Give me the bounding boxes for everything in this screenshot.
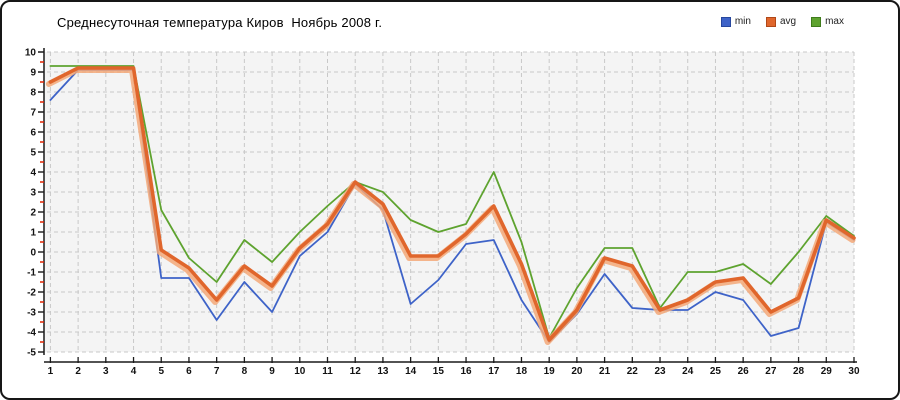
x-tick-label: 10 [294, 366, 306, 377]
legend-item-max: max [811, 16, 844, 27]
x-ticks [49, 357, 855, 363]
x-tick-label: 19 [544, 366, 556, 377]
x-tick-label: 11 [322, 366, 333, 377]
x-tick-label: 21 [599, 366, 611, 377]
series-line-min [49, 69, 855, 343]
x-tick-label: 8 [242, 366, 248, 377]
avg-series-swatch-icon [765, 16, 776, 27]
x-tick-label: 15 [433, 366, 445, 377]
x-tick-label: 29 [821, 366, 833, 377]
x-tick-label: 7 [214, 366, 220, 377]
legend-label-min: min [734, 16, 751, 27]
legend: min avg max [720, 16, 844, 27]
y-tick-label: -3 [27, 308, 36, 319]
series-line-avg [48, 66, 856, 342]
y-tick-label: 7 [30, 108, 36, 119]
x-tick-label: 14 [405, 366, 417, 377]
chart-title: Среднесуточная температура Киров Ноябрь … [57, 15, 383, 30]
y-tick-label: 3 [30, 188, 36, 199]
legend-label-max: max [825, 16, 844, 27]
legend-item-min: min [720, 16, 751, 27]
x-tick-label: 1 [48, 366, 54, 377]
x-tick-label: 23 [654, 366, 666, 377]
x-tick-label: 4 [131, 366, 137, 377]
plot-area [44, 52, 854, 352]
y-tick-label: -4 [27, 328, 36, 339]
min-series-swatch-icon [720, 16, 731, 27]
x-tick-label: 28 [793, 366, 805, 377]
grid-horizontal [47, 51, 854, 353]
x-tick-label: 18 [516, 366, 528, 377]
y-tick-label: -1 [27, 268, 36, 279]
y-tick-label: 10 [25, 48, 37, 59]
legend-item-avg: avg [765, 16, 797, 27]
y-ticks [38, 51, 44, 353]
y-tick-label: -2 [27, 288, 36, 299]
y-tick-label: 8 [30, 88, 36, 99]
x-tick-label: 9 [269, 366, 275, 377]
y-tick-label: 1 [30, 228, 36, 239]
x-tick-label: 17 [488, 366, 500, 377]
grid-vertical [49, 52, 855, 352]
series-line-max [49, 65, 855, 339]
y-tick-label: 4 [30, 168, 36, 179]
legend-label-avg: avg [779, 16, 797, 27]
x-tick-label: 2 [75, 366, 81, 377]
x-tick-label: 13 [377, 366, 389, 377]
x-tick-label: 5 [158, 366, 164, 377]
x-tick-label: 12 [350, 366, 362, 377]
x-tick-label: 20 [571, 366, 583, 377]
x-tick-label: 26 [738, 366, 750, 377]
x-tick-label: 22 [627, 366, 639, 377]
x-tick-label: 27 [765, 366, 777, 377]
x-tick-label: 25 [710, 366, 722, 377]
y-tick-label: -5 [27, 348, 36, 359]
x-tick-label: 30 [848, 366, 860, 377]
x-tick-label: 3 [103, 366, 109, 377]
max-series-swatch-icon [811, 16, 822, 27]
y-tick-labels: -5 -4 -3 -2 -1 0 1 2 3 4 5 6 7 8 9 10 [25, 48, 37, 359]
x-tick-label: 16 [460, 366, 472, 377]
x-tick-labels: 1 2 3 4 5 6 7 8 9 10 11 12 13 14 15 16 17 18 19 20 21 22 23 24 2… [48, 366, 860, 377]
y-tick-label: 0 [30, 248, 36, 259]
y-tick-label: 9 [30, 68, 36, 79]
x-tick-label: 24 [682, 366, 694, 377]
y-tick-label: 5 [30, 148, 36, 159]
y-tick-label: 6 [30, 128, 36, 139]
x-tick-label: 6 [186, 366, 192, 377]
y-tick-label: 2 [30, 208, 36, 219]
